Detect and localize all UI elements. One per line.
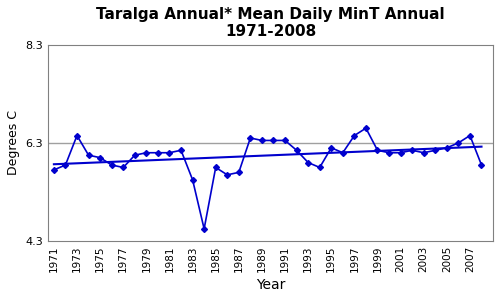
X-axis label: Year: Year [256, 278, 286, 292]
Y-axis label: Degrees C: Degrees C [7, 110, 20, 176]
Title: Taralga Annual* Mean Daily MinT Annual
1971-2008: Taralga Annual* Mean Daily MinT Annual 1… [96, 7, 445, 39]
